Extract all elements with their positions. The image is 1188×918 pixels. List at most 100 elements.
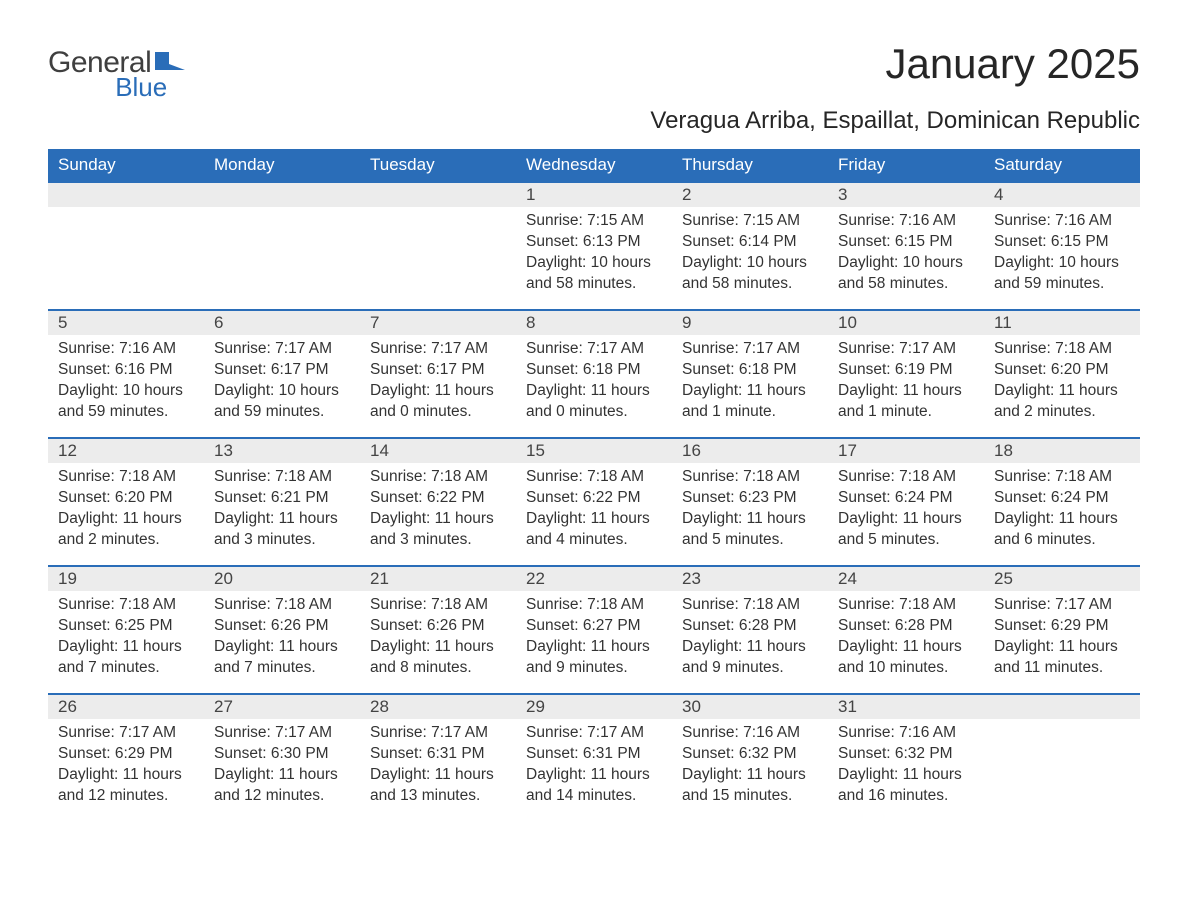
- day-number: [360, 183, 516, 207]
- sunrise-text: Sunrise: 7:16 AM: [838, 723, 974, 744]
- calendar-cell: [204, 181, 360, 309]
- calendar-cell: 10Sunrise: 7:17 AMSunset: 6:19 PMDayligh…: [828, 309, 984, 437]
- sunrise-text: Sunrise: 7:17 AM: [526, 339, 662, 360]
- calendar-cell: 2Sunrise: 7:15 AMSunset: 6:14 PMDaylight…: [672, 181, 828, 309]
- calendar-cell: 11Sunrise: 7:18 AMSunset: 6:20 PMDayligh…: [984, 309, 1140, 437]
- day-number: 11: [984, 311, 1140, 335]
- sunrise-text: Sunrise: 7:17 AM: [58, 723, 194, 744]
- sunrise-text: Sunrise: 7:18 AM: [682, 467, 818, 488]
- day-details: Sunrise: 7:16 AMSunset: 6:15 PMDaylight:…: [984, 207, 1140, 305]
- calendar-table: Sunday Monday Tuesday Wednesday Thursday…: [48, 149, 1140, 821]
- sunset-text: Sunset: 6:26 PM: [370, 616, 506, 637]
- day-number: 5: [48, 311, 204, 335]
- daylight-text: Daylight: 11 hours and 1 minute.: [838, 381, 974, 423]
- day-number: 25: [984, 567, 1140, 591]
- calendar-cell: 15Sunrise: 7:18 AMSunset: 6:22 PMDayligh…: [516, 437, 672, 565]
- sunset-text: Sunset: 6:17 PM: [214, 360, 350, 381]
- day-details: Sunrise: 7:18 AMSunset: 6:20 PMDaylight:…: [48, 463, 204, 561]
- day-number: 10: [828, 311, 984, 335]
- sunrise-text: Sunrise: 7:18 AM: [838, 467, 974, 488]
- calendar-cell: 25Sunrise: 7:17 AMSunset: 6:29 PMDayligh…: [984, 565, 1140, 693]
- daylight-text: Daylight: 11 hours and 11 minutes.: [994, 637, 1130, 679]
- sunset-text: Sunset: 6:19 PM: [838, 360, 974, 381]
- daylight-text: Daylight: 11 hours and 9 minutes.: [682, 637, 818, 679]
- daylight-text: Daylight: 11 hours and 7 minutes.: [214, 637, 350, 679]
- day-details: Sunrise: 7:17 AMSunset: 6:31 PMDaylight:…: [516, 719, 672, 817]
- sunrise-text: Sunrise: 7:15 AM: [682, 211, 818, 232]
- calendar-cell: 6Sunrise: 7:17 AMSunset: 6:17 PMDaylight…: [204, 309, 360, 437]
- daylight-text: Daylight: 11 hours and 0 minutes.: [526, 381, 662, 423]
- sunset-text: Sunset: 6:28 PM: [682, 616, 818, 637]
- daylight-text: Daylight: 11 hours and 12 minutes.: [58, 765, 194, 807]
- sunrise-text: Sunrise: 7:18 AM: [58, 467, 194, 488]
- sunrise-text: Sunrise: 7:16 AM: [994, 211, 1130, 232]
- sunset-text: Sunset: 6:24 PM: [838, 488, 974, 509]
- calendar-cell: 17Sunrise: 7:18 AMSunset: 6:24 PMDayligh…: [828, 437, 984, 565]
- day-number: 22: [516, 567, 672, 591]
- sunset-text: Sunset: 6:14 PM: [682, 232, 818, 253]
- calendar-cell: [984, 693, 1140, 821]
- day-number: 21: [360, 567, 516, 591]
- day-details: Sunrise: 7:17 AMSunset: 6:30 PMDaylight:…: [204, 719, 360, 817]
- weekday-header: Monday: [204, 149, 360, 181]
- calendar-cell: 14Sunrise: 7:18 AMSunset: 6:22 PMDayligh…: [360, 437, 516, 565]
- daylight-text: Daylight: 11 hours and 9 minutes.: [526, 637, 662, 679]
- day-details: Sunrise: 7:18 AMSunset: 6:20 PMDaylight:…: [984, 335, 1140, 433]
- calendar-cell: 3Sunrise: 7:16 AMSunset: 6:15 PMDaylight…: [828, 181, 984, 309]
- weekday-header: Tuesday: [360, 149, 516, 181]
- daylight-text: Daylight: 11 hours and 6 minutes.: [994, 509, 1130, 551]
- sunrise-text: Sunrise: 7:18 AM: [526, 467, 662, 488]
- sunrise-text: Sunrise: 7:18 AM: [682, 595, 818, 616]
- daylight-text: Daylight: 10 hours and 59 minutes.: [214, 381, 350, 423]
- day-number: 24: [828, 567, 984, 591]
- day-number: 23: [672, 567, 828, 591]
- day-details: Sunrise: 7:17 AMSunset: 6:29 PMDaylight:…: [48, 719, 204, 817]
- calendar-cell: 16Sunrise: 7:18 AMSunset: 6:23 PMDayligh…: [672, 437, 828, 565]
- day-details: Sunrise: 7:18 AMSunset: 6:26 PMDaylight:…: [204, 591, 360, 689]
- weekday-header: Sunday: [48, 149, 204, 181]
- sunrise-text: Sunrise: 7:18 AM: [214, 467, 350, 488]
- sunrise-text: Sunrise: 7:17 AM: [370, 339, 506, 360]
- calendar-cell: 22Sunrise: 7:18 AMSunset: 6:27 PMDayligh…: [516, 565, 672, 693]
- calendar-cell: 24Sunrise: 7:18 AMSunset: 6:28 PMDayligh…: [828, 565, 984, 693]
- day-details: Sunrise: 7:15 AMSunset: 6:13 PMDaylight:…: [516, 207, 672, 305]
- sunset-text: Sunset: 6:31 PM: [526, 744, 662, 765]
- daylight-text: Daylight: 11 hours and 2 minutes.: [994, 381, 1130, 423]
- sunset-text: Sunset: 6:29 PM: [994, 616, 1130, 637]
- day-details: Sunrise: 7:17 AMSunset: 6:19 PMDaylight:…: [828, 335, 984, 433]
- calendar-cell: 9Sunrise: 7:17 AMSunset: 6:18 PMDaylight…: [672, 309, 828, 437]
- day-number: 12: [48, 439, 204, 463]
- sunrise-text: Sunrise: 7:18 AM: [994, 467, 1130, 488]
- day-details: Sunrise: 7:17 AMSunset: 6:29 PMDaylight:…: [984, 591, 1140, 689]
- calendar-cell: 12Sunrise: 7:18 AMSunset: 6:20 PMDayligh…: [48, 437, 204, 565]
- daylight-text: Daylight: 11 hours and 4 minutes.: [526, 509, 662, 551]
- calendar-cell: 20Sunrise: 7:18 AMSunset: 6:26 PMDayligh…: [204, 565, 360, 693]
- day-details: Sunrise: 7:17 AMSunset: 6:18 PMDaylight:…: [516, 335, 672, 433]
- header: General Blue January 2025: [48, 40, 1140, 103]
- calendar-cell: [360, 181, 516, 309]
- sunset-text: Sunset: 6:28 PM: [838, 616, 974, 637]
- daylight-text: Daylight: 11 hours and 3 minutes.: [370, 509, 506, 551]
- sunset-text: Sunset: 6:23 PM: [682, 488, 818, 509]
- day-details: Sunrise: 7:16 AMSunset: 6:16 PMDaylight:…: [48, 335, 204, 433]
- day-details: Sunrise: 7:17 AMSunset: 6:17 PMDaylight:…: [360, 335, 516, 433]
- calendar-cell: 28Sunrise: 7:17 AMSunset: 6:31 PMDayligh…: [360, 693, 516, 821]
- sunrise-text: Sunrise: 7:16 AM: [838, 211, 974, 232]
- sunset-text: Sunset: 6:16 PM: [58, 360, 194, 381]
- location-subtitle: Veragua Arriba, Espaillat, Dominican Rep…: [48, 107, 1140, 135]
- sunset-text: Sunset: 6:24 PM: [994, 488, 1130, 509]
- day-number: 14: [360, 439, 516, 463]
- day-number: 9: [672, 311, 828, 335]
- day-number: 28: [360, 695, 516, 719]
- day-number: 18: [984, 439, 1140, 463]
- sunset-text: Sunset: 6:27 PM: [526, 616, 662, 637]
- daylight-text: Daylight: 11 hours and 15 minutes.: [682, 765, 818, 807]
- sunset-text: Sunset: 6:31 PM: [370, 744, 506, 765]
- day-details: Sunrise: 7:18 AMSunset: 6:27 PMDaylight:…: [516, 591, 672, 689]
- calendar-cell: 27Sunrise: 7:17 AMSunset: 6:30 PMDayligh…: [204, 693, 360, 821]
- sunrise-text: Sunrise: 7:16 AM: [682, 723, 818, 744]
- calendar-cell: 31Sunrise: 7:16 AMSunset: 6:32 PMDayligh…: [828, 693, 984, 821]
- calendar-cell: 1Sunrise: 7:15 AMSunset: 6:13 PMDaylight…: [516, 181, 672, 309]
- calendar-cell: 19Sunrise: 7:18 AMSunset: 6:25 PMDayligh…: [48, 565, 204, 693]
- sunrise-text: Sunrise: 7:18 AM: [370, 595, 506, 616]
